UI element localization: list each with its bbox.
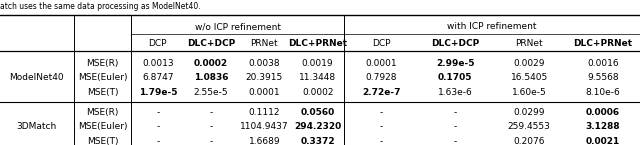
Text: 2.72e-7: 2.72e-7 [362, 88, 401, 97]
Text: 0.0001: 0.0001 [248, 88, 280, 97]
Text: -: - [380, 108, 383, 117]
Text: with ICP refinement: with ICP refinement [447, 22, 537, 31]
Text: 9.5568: 9.5568 [588, 73, 619, 82]
Text: DCP: DCP [148, 39, 167, 48]
Text: 1.79e-5: 1.79e-5 [139, 88, 177, 97]
Text: 0.0002: 0.0002 [194, 59, 228, 68]
Text: 0.0002: 0.0002 [302, 88, 333, 97]
Text: 0.3372: 0.3372 [300, 137, 335, 145]
Text: -: - [209, 108, 212, 117]
Text: DLC+PRNet: DLC+PRNet [288, 39, 348, 48]
Text: 1.60e-5: 1.60e-5 [512, 88, 547, 97]
Text: -: - [454, 108, 457, 117]
Text: 20.3915: 20.3915 [246, 73, 283, 82]
Text: PRNet: PRNet [515, 39, 543, 48]
Text: 0.0560: 0.0560 [301, 108, 335, 117]
Text: 8.10e-6: 8.10e-6 [586, 88, 620, 97]
Text: 294.2320: 294.2320 [294, 122, 341, 131]
Text: 3DMatch: 3DMatch [17, 122, 57, 131]
Text: MSE(Euler): MSE(Euler) [77, 73, 127, 82]
Text: 0.0006: 0.0006 [586, 108, 620, 117]
Text: 11.3448: 11.3448 [299, 73, 336, 82]
Text: w/o ICP refinement: w/o ICP refinement [195, 22, 281, 31]
Text: MSE(R): MSE(R) [86, 59, 118, 68]
Text: DLC+DCP: DLC+DCP [431, 39, 479, 48]
Text: 1.63e-6: 1.63e-6 [438, 88, 472, 97]
Text: 2.99e-5: 2.99e-5 [436, 59, 474, 68]
Text: -: - [380, 137, 383, 145]
Text: -: - [209, 137, 212, 145]
Text: 0.0019: 0.0019 [302, 59, 333, 68]
Text: -: - [156, 122, 159, 131]
Text: DCP: DCP [372, 39, 390, 48]
Text: 0.0013: 0.0013 [142, 59, 173, 68]
Text: 0.0016: 0.0016 [588, 59, 619, 68]
Text: 0.2076: 0.2076 [513, 137, 545, 145]
Text: 0.7928: 0.7928 [365, 73, 397, 82]
Text: 1.6689: 1.6689 [248, 137, 280, 145]
Text: atch uses the same data processing as ModelNet40.: atch uses the same data processing as Mo… [0, 2, 200, 11]
Text: 2.55e-5: 2.55e-5 [194, 88, 228, 97]
Text: 16.5405: 16.5405 [511, 73, 548, 82]
Text: -: - [380, 122, 383, 131]
Text: 0.1112: 0.1112 [249, 108, 280, 117]
Text: 0.0029: 0.0029 [513, 59, 545, 68]
Text: DLC+PRNet: DLC+PRNet [573, 39, 632, 48]
Text: -: - [156, 137, 159, 145]
Text: 259.4553: 259.4553 [508, 122, 550, 131]
Text: DLC+DCP: DLC+DCP [187, 39, 236, 48]
Text: 0.0001: 0.0001 [365, 59, 397, 68]
Text: 6.8747: 6.8747 [142, 73, 173, 82]
Text: 0.0038: 0.0038 [248, 59, 280, 68]
Text: MSE(T): MSE(T) [86, 88, 118, 97]
Text: -: - [454, 137, 457, 145]
Text: -: - [156, 108, 159, 117]
Text: 1.0836: 1.0836 [194, 73, 228, 82]
Text: 0.0021: 0.0021 [586, 137, 620, 145]
Text: -: - [209, 122, 212, 131]
Text: MSE(Euler): MSE(Euler) [77, 122, 127, 131]
Text: -: - [454, 122, 457, 131]
Text: PRNet: PRNet [251, 39, 278, 48]
Text: ModelNet40: ModelNet40 [10, 73, 64, 82]
Text: 0.0299: 0.0299 [513, 108, 545, 117]
Text: 1104.9437: 1104.9437 [240, 122, 289, 131]
Text: 3.1288: 3.1288 [586, 122, 620, 131]
Text: MSE(T): MSE(T) [86, 137, 118, 145]
Text: MSE(R): MSE(R) [86, 108, 118, 117]
Text: 0.1705: 0.1705 [438, 73, 472, 82]
